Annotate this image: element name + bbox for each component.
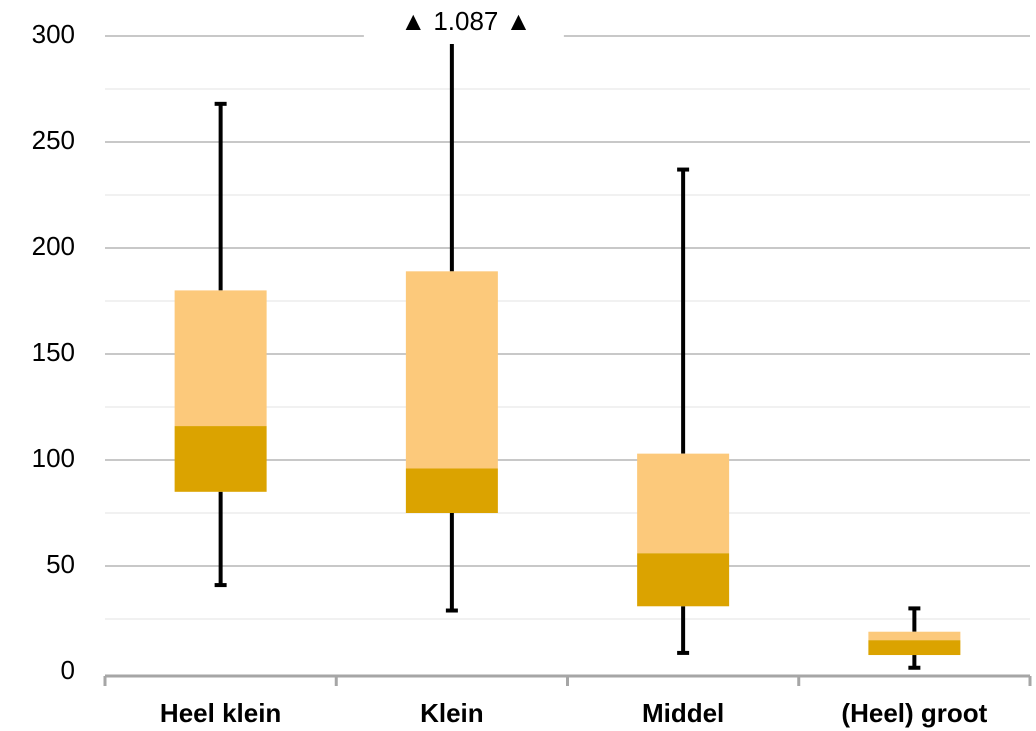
box-upper	[405, 271, 498, 469]
y-tick-label: 200	[32, 231, 75, 261]
y-tick-label: 50	[46, 549, 75, 579]
x-tick-label: Heel klein	[160, 698, 281, 728]
y-tick-label: 100	[32, 443, 75, 473]
x-tick-label: Klein	[420, 698, 484, 728]
box-upper	[868, 631, 961, 641]
label-bg	[363, 4, 564, 44]
box-lower	[174, 426, 267, 492]
y-tick-label: 300	[32, 19, 75, 49]
box-lower	[868, 640, 961, 656]
y-tick-label: 0	[61, 655, 75, 685]
x-tick-label: Middel	[642, 698, 724, 728]
box-lower	[637, 553, 730, 607]
x-tick-label: (Heel) groot	[841, 698, 987, 728]
box-lower	[405, 468, 498, 513]
box-upper	[637, 453, 730, 554]
y-tick-label: 150	[32, 337, 75, 367]
y-tick-label: 250	[32, 125, 75, 155]
box-upper	[174, 290, 267, 427]
max-label: ▲ 1.087 ▲	[400, 6, 531, 36]
